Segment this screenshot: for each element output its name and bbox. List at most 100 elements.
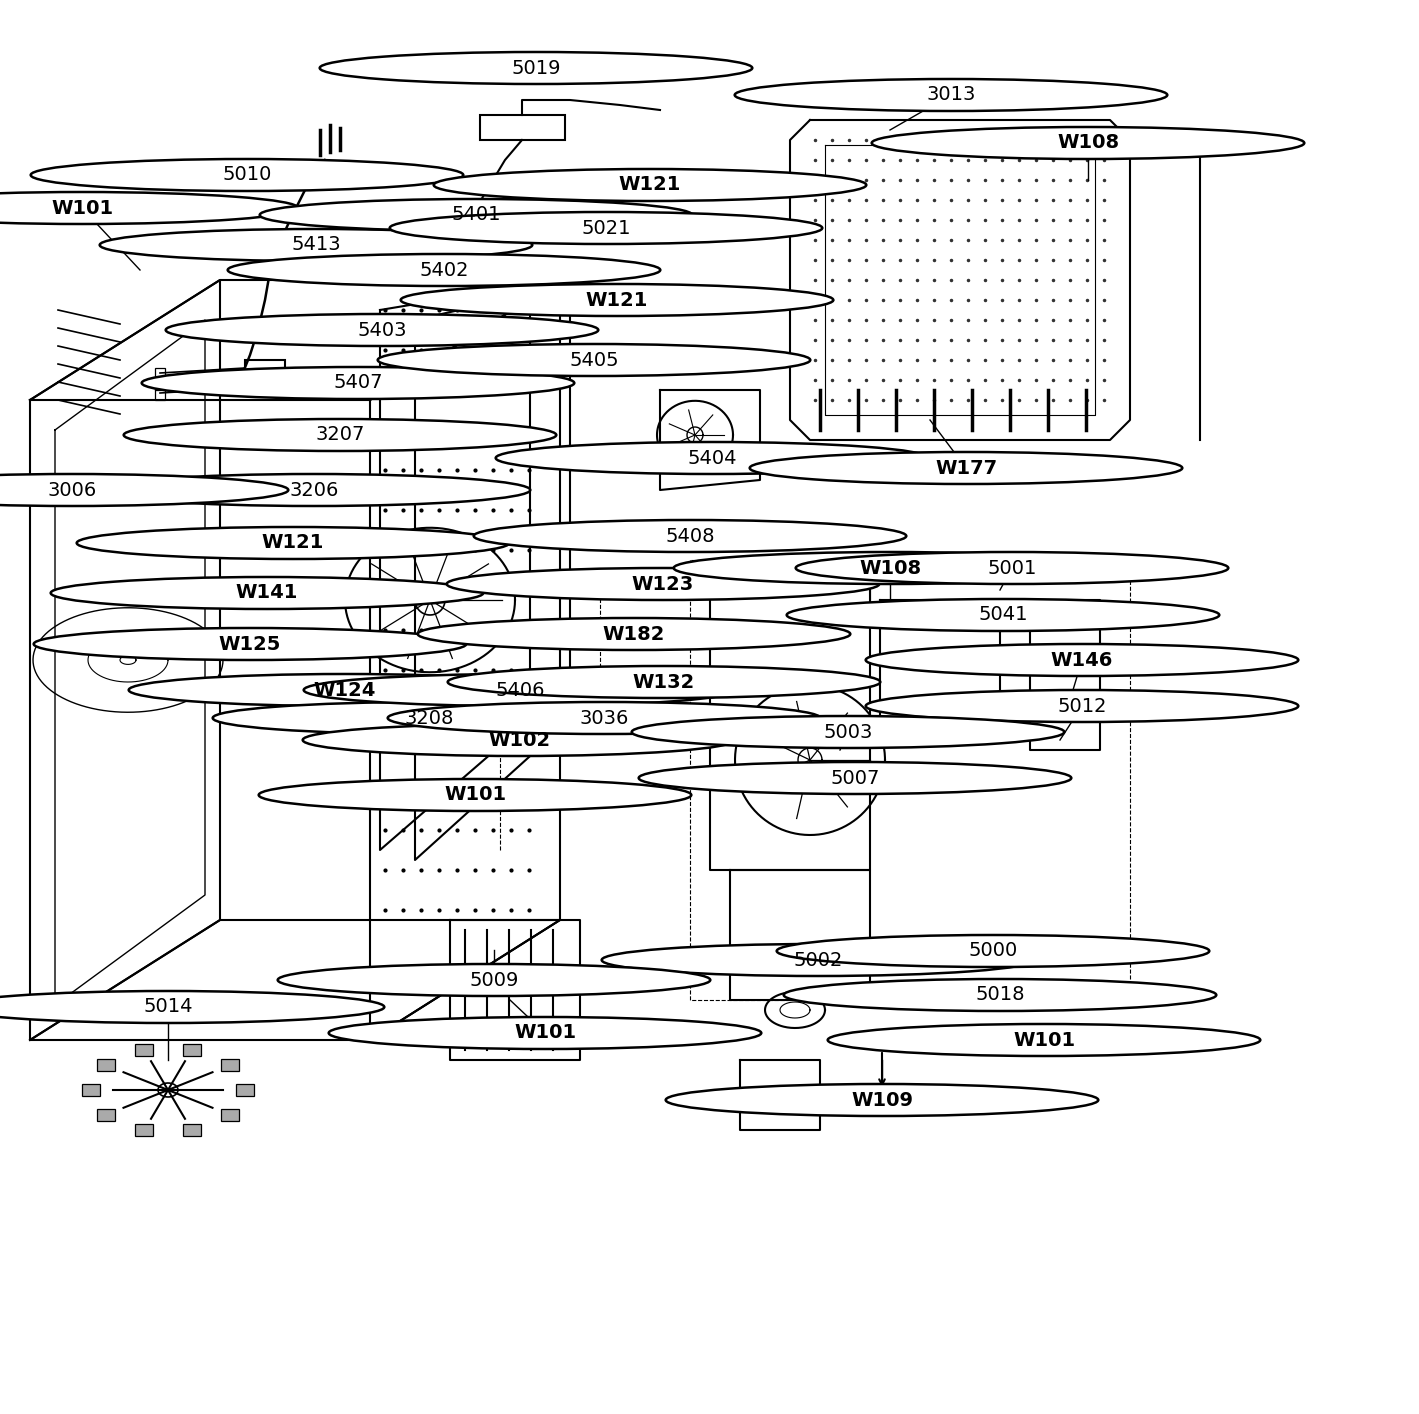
Text: 5402: 5402 (419, 260, 468, 280)
Ellipse shape (639, 762, 1071, 795)
Polygon shape (135, 1124, 153, 1137)
Ellipse shape (129, 674, 562, 706)
Text: 5021: 5021 (582, 219, 631, 238)
Ellipse shape (227, 255, 660, 286)
Text: W141: W141 (236, 584, 298, 602)
Ellipse shape (0, 192, 298, 223)
Text: W101: W101 (1013, 1031, 1076, 1049)
Ellipse shape (827, 1024, 1260, 1056)
Text: W123: W123 (631, 574, 694, 594)
Polygon shape (221, 1059, 240, 1072)
Ellipse shape (377, 344, 810, 376)
Ellipse shape (51, 577, 484, 609)
Ellipse shape (319, 52, 752, 83)
Ellipse shape (866, 690, 1298, 723)
Text: W101: W101 (444, 786, 507, 805)
Ellipse shape (302, 724, 735, 756)
Ellipse shape (786, 600, 1219, 631)
Text: 5003: 5003 (823, 723, 873, 741)
Ellipse shape (260, 199, 692, 230)
Text: W132: W132 (633, 673, 695, 691)
Text: 5000: 5000 (968, 942, 1017, 960)
Text: 5012: 5012 (1057, 697, 1107, 715)
Text: 3207: 3207 (315, 426, 365, 444)
Text: W182: W182 (603, 625, 666, 643)
Text: W109: W109 (851, 1090, 912, 1110)
Text: 5007: 5007 (830, 768, 880, 788)
Ellipse shape (631, 715, 1064, 748)
Ellipse shape (674, 551, 1107, 584)
Text: 3013: 3013 (927, 85, 976, 105)
Ellipse shape (447, 568, 880, 600)
Ellipse shape (278, 964, 711, 995)
Text: W101: W101 (514, 1024, 576, 1042)
Ellipse shape (796, 551, 1229, 584)
Ellipse shape (77, 527, 509, 559)
Text: 3036: 3036 (579, 708, 629, 727)
Ellipse shape (602, 945, 1034, 976)
Polygon shape (135, 1044, 153, 1056)
Text: W121: W121 (619, 175, 681, 195)
Ellipse shape (417, 618, 850, 650)
Ellipse shape (434, 170, 867, 201)
Ellipse shape (776, 935, 1209, 967)
Text: W124: W124 (314, 680, 376, 700)
Ellipse shape (99, 229, 532, 262)
Text: 5010: 5010 (223, 165, 271, 184)
Ellipse shape (0, 991, 385, 1022)
Text: 5002: 5002 (793, 950, 843, 970)
Text: 5401: 5401 (451, 205, 501, 225)
Ellipse shape (213, 701, 646, 734)
Text: 5408: 5408 (666, 526, 715, 546)
Text: W101: W101 (51, 198, 114, 218)
Ellipse shape (390, 212, 822, 245)
Polygon shape (96, 1059, 115, 1072)
Text: W177: W177 (935, 458, 998, 478)
Polygon shape (96, 1109, 115, 1121)
Text: 5413: 5413 (291, 236, 341, 255)
Ellipse shape (387, 701, 820, 734)
Text: 5405: 5405 (569, 351, 619, 369)
Text: 5407: 5407 (333, 373, 383, 393)
Text: W121: W121 (263, 533, 324, 553)
Ellipse shape (400, 284, 833, 315)
Text: 3006: 3006 (47, 481, 96, 499)
Ellipse shape (329, 1017, 762, 1049)
Polygon shape (183, 1044, 201, 1056)
Ellipse shape (166, 314, 599, 346)
Ellipse shape (258, 779, 691, 812)
Text: W121: W121 (586, 290, 648, 310)
Polygon shape (183, 1124, 201, 1137)
Text: W108: W108 (858, 559, 921, 577)
Text: W146: W146 (1051, 650, 1112, 669)
Ellipse shape (474, 520, 907, 551)
Text: W108: W108 (1057, 133, 1120, 153)
Text: 5041: 5041 (978, 605, 1027, 625)
Text: 5018: 5018 (975, 986, 1025, 1004)
Text: 5014: 5014 (143, 997, 193, 1017)
Ellipse shape (123, 419, 556, 451)
Polygon shape (82, 1085, 99, 1096)
Text: 5009: 5009 (470, 970, 519, 990)
Text: W125: W125 (219, 635, 281, 653)
Text: 5403: 5403 (358, 321, 407, 339)
Ellipse shape (871, 127, 1304, 158)
Ellipse shape (34, 628, 467, 660)
Text: 3208: 3208 (404, 708, 454, 727)
Text: W102: W102 (488, 731, 551, 749)
Text: 3206: 3206 (289, 481, 339, 499)
Ellipse shape (304, 674, 736, 706)
Text: 5406: 5406 (495, 680, 545, 700)
Ellipse shape (866, 643, 1298, 676)
Polygon shape (221, 1109, 240, 1121)
Ellipse shape (495, 443, 928, 474)
Ellipse shape (783, 978, 1216, 1011)
Ellipse shape (735, 79, 1168, 112)
Text: 5019: 5019 (511, 58, 561, 78)
Ellipse shape (98, 474, 531, 506)
Ellipse shape (0, 474, 288, 506)
Ellipse shape (749, 452, 1182, 484)
Text: 5404: 5404 (687, 448, 736, 468)
Text: 5001: 5001 (988, 559, 1037, 577)
Ellipse shape (31, 158, 463, 191)
